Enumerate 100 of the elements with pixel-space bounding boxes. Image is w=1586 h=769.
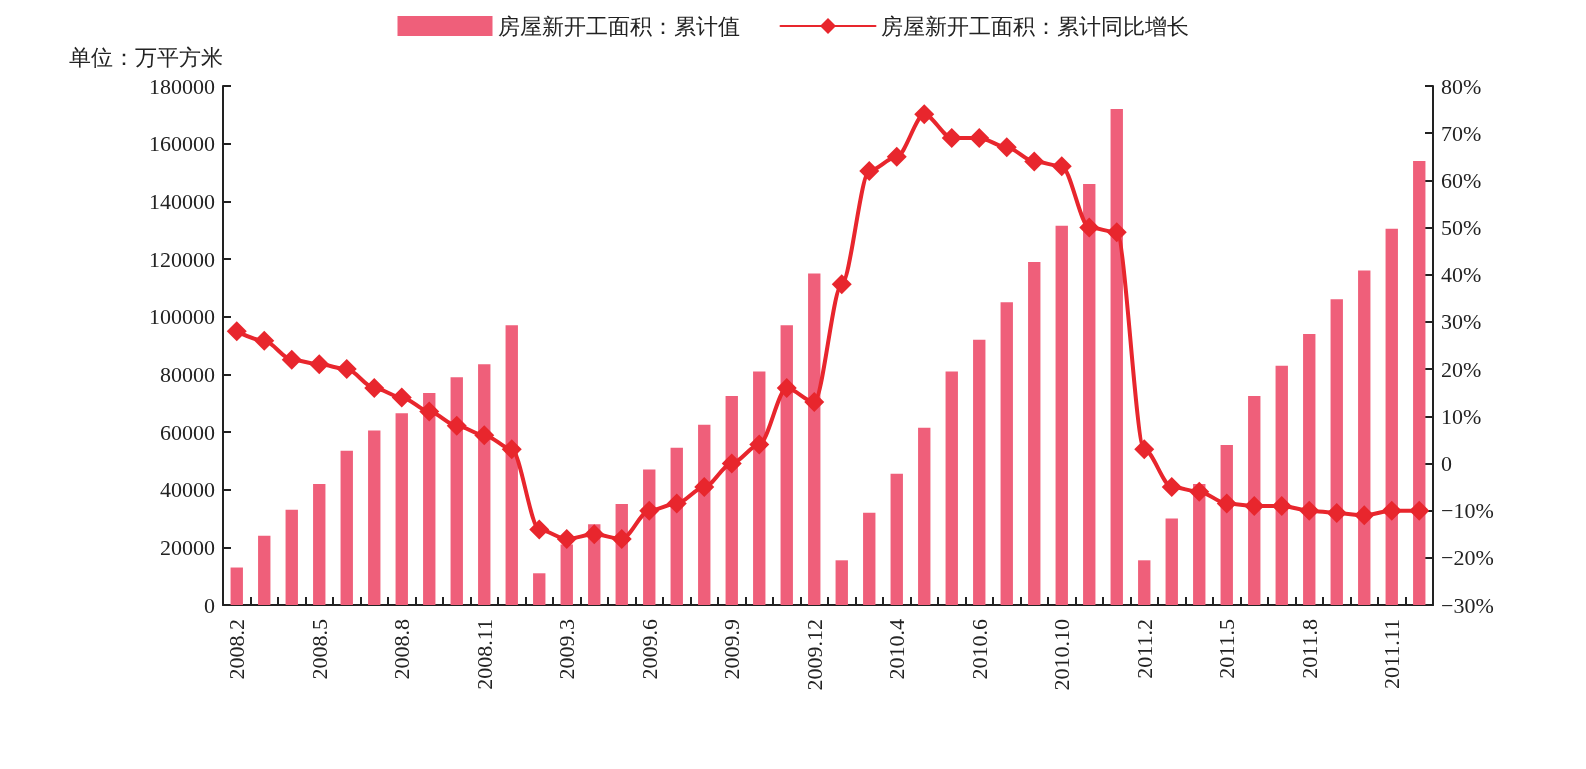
bar — [560, 544, 573, 605]
x-tick-label: 2011.2 — [1131, 619, 1157, 679]
point — [1326, 503, 1347, 523]
bar — [1385, 228, 1398, 605]
bar — [1413, 160, 1426, 605]
y2-tick-label: 0 — [1441, 450, 1452, 476]
legend-label: 房屋新开工面积：累计值 — [497, 13, 740, 39]
point — [969, 127, 990, 148]
point — [611, 528, 632, 549]
bar — [1055, 225, 1068, 605]
bar — [808, 273, 821, 605]
y-tick-label: 80000 — [160, 361, 215, 387]
bar — [533, 573, 546, 605]
point — [419, 401, 440, 422]
bar — [505, 325, 518, 605]
y-tick-label: 20000 — [160, 534, 215, 560]
point — [1271, 495, 1292, 516]
bar — [395, 413, 408, 605]
bar — [753, 371, 766, 605]
bar — [230, 567, 243, 605]
point — [694, 477, 715, 498]
y2-tick-label: −30% — [1441, 592, 1494, 618]
y-tick-label: 60000 — [160, 419, 215, 445]
bar — [1330, 299, 1343, 605]
bar — [1028, 261, 1041, 605]
point — [474, 425, 495, 446]
bar — [945, 371, 958, 605]
point — [309, 354, 330, 375]
bar — [285, 509, 298, 605]
bar — [1083, 184, 1096, 605]
point — [1409, 500, 1430, 521]
x-tick-label: 2009.12 — [801, 619, 827, 691]
bar — [1248, 395, 1261, 605]
x-tick-label: 2010.10 — [1049, 619, 1075, 691]
legend-label: 房屋新开工面积：累计同比增长 — [880, 13, 1189, 39]
x-tick-label: 2010.4 — [884, 619, 910, 680]
bar — [1358, 270, 1371, 605]
x-tick-label: 2008.5 — [306, 619, 332, 680]
x-tick-label: 2011.5 — [1214, 619, 1240, 679]
point — [446, 415, 467, 436]
bar — [368, 430, 381, 605]
bar — [725, 395, 738, 605]
point — [914, 104, 935, 125]
point — [1024, 151, 1045, 172]
bar — [1165, 518, 1178, 605]
y2-tick-label: 20% — [1441, 356, 1482, 382]
bar — [478, 364, 491, 605]
point — [281, 349, 302, 370]
point — [831, 274, 852, 295]
y2-tick-label: 60% — [1441, 167, 1482, 193]
y-tick-label: 120000 — [149, 246, 215, 272]
point — [529, 519, 550, 540]
bar — [780, 325, 793, 605]
point — [996, 137, 1017, 158]
y2-tick-label: 70% — [1441, 120, 1482, 146]
x-tick-label: 2008.8 — [389, 619, 415, 680]
x-tick-label: 2009.6 — [636, 619, 662, 680]
bar — [835, 560, 848, 605]
y2-tick-label: 30% — [1441, 309, 1482, 335]
x-tick-label: 2011.8 — [1296, 619, 1322, 679]
y-tick-label: 100000 — [149, 304, 215, 330]
y-tick-label: 180000 — [149, 73, 215, 99]
point — [1079, 217, 1100, 238]
point — [1381, 500, 1402, 521]
point — [556, 528, 577, 549]
point — [501, 439, 522, 460]
bar — [973, 339, 986, 605]
bar — [1303, 333, 1316, 605]
point — [721, 453, 742, 474]
y2-tick-label: 80% — [1441, 73, 1482, 99]
point — [886, 146, 907, 167]
point — [1244, 495, 1265, 516]
bar — [1275, 365, 1288, 605]
point — [639, 500, 660, 521]
point — [666, 493, 687, 514]
point — [804, 392, 825, 413]
y2-tick-label: 10% — [1441, 403, 1482, 429]
point — [364, 377, 385, 398]
point — [1051, 156, 1072, 177]
y2-tick-label: 40% — [1441, 262, 1482, 288]
point — [1106, 222, 1127, 243]
point — [1299, 500, 1320, 521]
point — [584, 524, 605, 545]
x-tick-label: 2011.11 — [1379, 619, 1405, 689]
bar — [1000, 302, 1013, 605]
point — [1189, 481, 1210, 502]
point — [1134, 439, 1155, 460]
y-axis-title: 单位：万平方米 — [69, 44, 223, 70]
y-tick-label: 40000 — [160, 477, 215, 503]
point — [859, 160, 880, 181]
point — [1161, 477, 1182, 498]
x-tick-label: 2009.3 — [554, 619, 580, 680]
bar — [1138, 560, 1151, 605]
point — [941, 127, 962, 148]
point — [254, 330, 275, 351]
bar — [423, 393, 436, 605]
bar — [890, 473, 903, 605]
bar — [863, 512, 876, 605]
x-tick-label: 2009.9 — [719, 619, 745, 680]
bar — [258, 535, 271, 605]
